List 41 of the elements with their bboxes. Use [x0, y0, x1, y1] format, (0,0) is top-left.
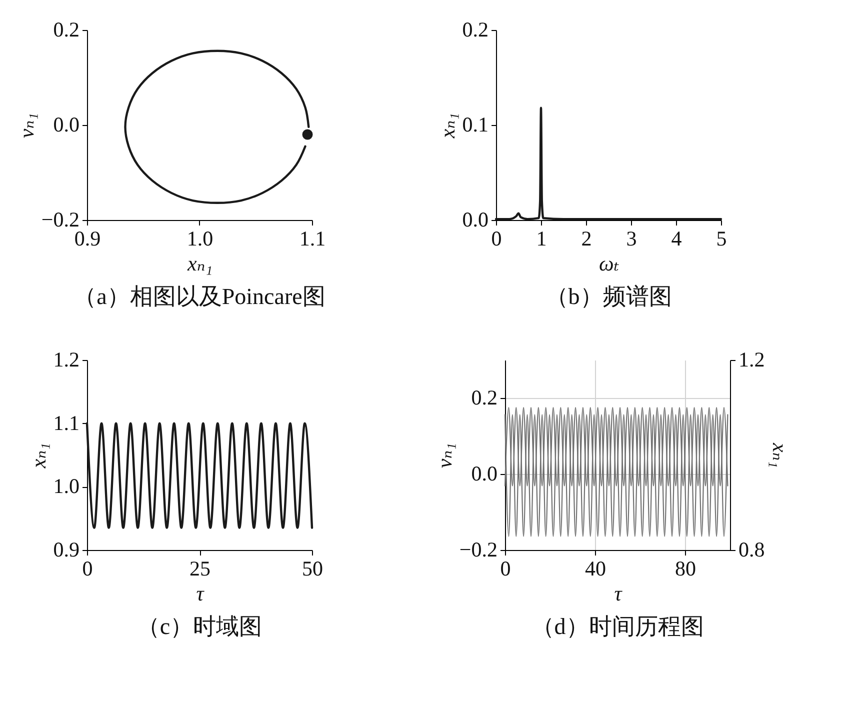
y-axis-title: xₙ₁ [435, 112, 460, 140]
x-tick-label: 0 [500, 556, 511, 580]
x-tick-label: 3 [626, 226, 637, 250]
x-tick-label: 1 [536, 226, 547, 250]
x-axis-title: τ [614, 582, 624, 606]
x-tick-label: 1.1 [299, 226, 326, 250]
y-tick-label: 0.0 [462, 208, 488, 232]
text: （d）时间历程图 [531, 614, 704, 639]
y2-tick-label: 0.8 [738, 538, 765, 562]
text: （b）频谱图 [545, 284, 672, 309]
x-tick-label: 0 [491, 226, 502, 250]
x-tick-label: 80 [675, 556, 696, 580]
y-tick-label: 1.0 [53, 474, 80, 498]
y-tick-label: −0.2 [459, 538, 498, 562]
y-axis-title: xₙ₁ [26, 442, 50, 470]
y-tick-label: 0.9 [53, 538, 80, 562]
x-tick-label: 50 [302, 556, 323, 580]
y-axis-title: vₙ₁ [14, 112, 38, 138]
y-tick-label: 1.2 [53, 348, 80, 372]
x-axis-title: ωₜ [598, 252, 620, 276]
y-tick-label: 1.1 [53, 410, 80, 435]
y-tick-label: 0.1 [462, 112, 488, 136]
x-tick-label: 1.0 [186, 226, 214, 250]
text: （c）时域图 [136, 614, 262, 639]
y-tick-label: 0.2 [462, 18, 488, 42]
x-tick-label: 0 [82, 556, 93, 580]
x-tick-label: 25 [190, 556, 210, 580]
y2-axis-title: xₙ₁ [768, 442, 792, 468]
x-tick-label: 40 [585, 556, 606, 580]
y-tick-label: 0.0 [471, 462, 498, 486]
y2-tick-label: 1.2 [738, 348, 765, 372]
x-tick-label: 4 [671, 226, 682, 250]
text: （a）相图以及Poincare图 [74, 284, 326, 309]
y-axis-title: vₙ₁ [432, 442, 456, 468]
y-tick-label: 0.0 [53, 112, 80, 136]
x-axis-title: xₙ₁ [186, 252, 213, 276]
x-axis-title: τ [196, 582, 206, 606]
x-tick-label: 2 [581, 226, 592, 250]
y-tick-label: 0.2 [471, 386, 498, 410]
y-tick-label: 0.2 [53, 18, 80, 42]
x-tick-label: 5 [716, 226, 727, 250]
